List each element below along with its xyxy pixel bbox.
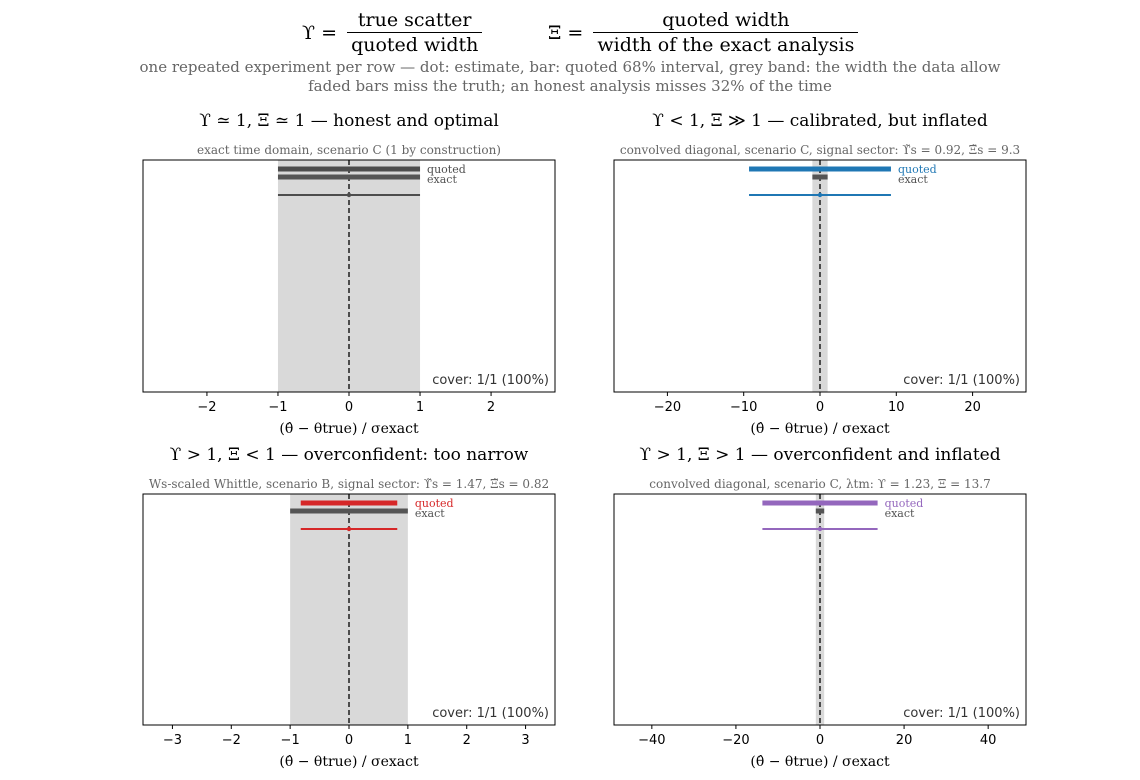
x-tick-label: 20 xyxy=(964,400,981,415)
x-tick-label: 2 xyxy=(487,400,495,415)
chart-panel-3: ϒ > 1, Ξ < 1 — overconfident: too narrow… xyxy=(142,445,556,770)
x-tick-label: −40 xyxy=(638,733,665,748)
chart-panel-1: ϒ ≃ 1, Ξ ≃ 1 — honest and optimal exact t… xyxy=(142,111,556,437)
estimate-dot xyxy=(817,526,823,532)
x-tick-label: −1 xyxy=(281,733,300,748)
x-tick-label: 10 xyxy=(888,400,905,415)
x-tick-label: −20 xyxy=(722,733,749,748)
chart-panel-4: ϒ > 1, Ξ > 1 — overconfident and inflate… xyxy=(613,445,1027,770)
estimate-dot xyxy=(817,192,823,198)
x-tick-label: 40 xyxy=(980,733,997,748)
xi-denominator: width of the exact analysis xyxy=(593,32,859,57)
panel-title: ϒ < 1, Ξ ≫ 1 — calibrated, but inflated xyxy=(652,111,988,131)
cover-label: cover: 1/1 (100%) xyxy=(903,373,1020,388)
x-tick-label: −1 xyxy=(268,400,287,415)
legend-exact-label: exact xyxy=(415,507,445,520)
legend-quoted-label: quoted xyxy=(415,497,454,510)
caption-line-1: one repeated experiment per row — dot: e… xyxy=(139,58,1001,76)
panel-title: ϒ > 1, Ξ < 1 — overconfident: too narrow xyxy=(170,445,529,465)
x-tick-label: 20 xyxy=(896,733,913,748)
panel-title: ϒ > 1, Ξ > 1 — overconfident and inflate… xyxy=(639,445,1000,465)
x-axis-label: (θ̂ − θtrue) / σexact xyxy=(750,754,890,770)
panel-subtitle: convolved diagonal, scenario C, λtm: ϒ =… xyxy=(649,477,990,491)
x-tick-label: −10 xyxy=(730,400,757,415)
x-tick-label: 0 xyxy=(816,400,824,415)
x-tick-label: −20 xyxy=(654,400,681,415)
legend-quoted-label: quoted xyxy=(885,497,924,510)
legend-exact-label: exact xyxy=(427,173,457,186)
legend-quoted-label: quoted xyxy=(898,163,937,176)
estimate-dot xyxy=(346,526,352,532)
x-tick-label: 2 xyxy=(463,733,471,748)
caption-line-2: faded bars miss the truth; an honest ana… xyxy=(308,77,832,95)
x-axis-label: (θ̂ − θtrue) / σexact xyxy=(750,421,890,437)
xi-numerator: quoted width xyxy=(662,9,790,31)
xi-equation-lhs: Ξ = xyxy=(548,21,584,44)
chart-panel-2: ϒ < 1, Ξ ≫ 1 — calibrated, but inflated c… xyxy=(613,111,1027,437)
x-tick-label: 0 xyxy=(345,733,353,748)
x-axis-label: (θ̂ − θtrue) / σexact xyxy=(279,754,419,770)
x-axis-label: (θ̂ − θtrue) / σexact xyxy=(279,421,419,437)
estimate-dot xyxy=(346,192,352,198)
upsilon-equation: ϒ = true scatter quoted width xyxy=(302,8,483,57)
legend-exact-label: exact xyxy=(885,507,915,520)
cover-label: cover: 1/1 (100%) xyxy=(432,373,549,388)
x-tick-label: −2 xyxy=(197,400,216,415)
cover-label: cover: 1/1 (100%) xyxy=(432,706,549,721)
x-tick-label: 1 xyxy=(416,400,424,415)
x-tick-label: 3 xyxy=(521,733,529,748)
x-tick-label: 1 xyxy=(404,733,412,748)
upsilon-equation-lhs: ϒ = xyxy=(302,21,338,44)
panel-subtitle: convolved diagonal, scenario C, signal s… xyxy=(620,143,1020,157)
x-tick-label: −3 xyxy=(163,733,182,748)
upsilon-denominator: quoted width xyxy=(347,32,483,57)
x-tick-label: −2 xyxy=(222,733,241,748)
legend-exact-label: exact xyxy=(898,173,928,186)
panel-title: ϒ ≃ 1, Ξ ≃ 1 — honest and optimal xyxy=(199,111,499,131)
legend-quoted-label: quoted xyxy=(427,163,466,176)
xi-equation: Ξ = quoted width width of the exact anal… xyxy=(548,8,859,57)
panel-subtitle: Ws-scaled Whittle, scenario B, signal se… xyxy=(149,477,549,491)
x-tick-label: 0 xyxy=(345,400,353,415)
x-tick-label: 0 xyxy=(816,733,824,748)
panel-subtitle: exact time domain, scenario C (1 by cons… xyxy=(197,143,501,157)
upsilon-numerator: true scatter xyxy=(357,9,472,31)
cover-label: cover: 1/1 (100%) xyxy=(903,706,1020,721)
